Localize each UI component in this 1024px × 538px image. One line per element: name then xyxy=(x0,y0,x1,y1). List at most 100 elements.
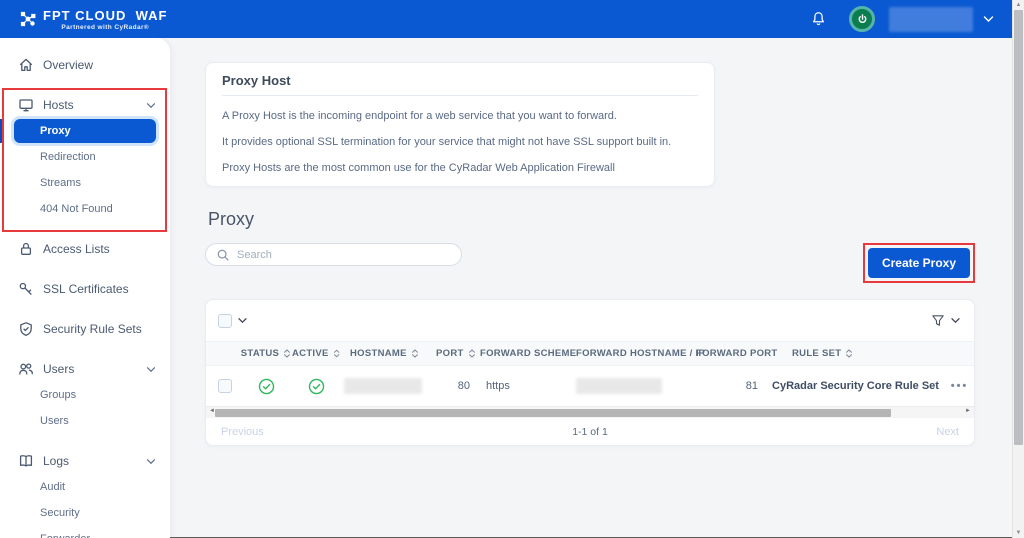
sidebar-item-ssl-certificates[interactable]: SSL Certificates xyxy=(0,276,170,302)
sidebar-item-overview[interactable]: Overview xyxy=(0,52,170,78)
next-page-button[interactable]: Next xyxy=(936,425,959,438)
scroll-right-arrow-icon[interactable]: ► xyxy=(965,408,971,414)
column-header-status[interactable]: STATUS xyxy=(240,348,292,359)
sidebar-item-label: Proxy xyxy=(40,125,71,137)
sidebar-item-security-rule-sets[interactable]: Security Rule Sets xyxy=(0,316,170,342)
create-proxy-button[interactable]: Create Proxy xyxy=(867,248,970,278)
search-icon xyxy=(216,248,230,262)
port-cell: 80 xyxy=(457,380,470,392)
table-row[interactable]: 80 https 81 CyRadar Security Core Rule S… xyxy=(206,366,974,406)
search-input[interactable] xyxy=(237,248,437,261)
column-header-forward-hostname[interactable]: FORWARD HOSTNAME / IP xyxy=(568,348,705,359)
sidebar-item-404-not-found[interactable]: 404 Not Found xyxy=(0,196,170,222)
page-vertical-scrollbar[interactable]: ▲ ▼ xyxy=(1012,0,1024,538)
sidebar-item-security-log[interactable]: Security xyxy=(0,500,170,526)
lock-icon xyxy=(18,241,34,257)
chevron-down-icon[interactable] xyxy=(146,102,156,109)
info-card-line: It provides optional SSL termination for… xyxy=(222,136,672,148)
top-header: FPT CLOUD WAF Partnered with CyRadar® xyxy=(0,0,1012,38)
active-item-indicator xyxy=(0,119,4,143)
pagination-bar: Previous 1-1 of 1 Next xyxy=(206,418,974,445)
shield-check-icon xyxy=(18,321,34,337)
user-name-redacted[interactable] xyxy=(889,6,973,32)
column-header-hostname[interactable]: HOSTNAME xyxy=(340,348,436,359)
sidebar-item-forwarder[interactable]: Forwarder xyxy=(0,526,170,538)
sidebar-item-label: Users xyxy=(40,415,69,427)
table-toolbar xyxy=(206,300,974,341)
page-title: Proxy xyxy=(208,209,255,229)
sidebar-item-label: Redirection xyxy=(40,151,96,163)
sort-icon xyxy=(333,349,340,358)
user-menu-chevron-down-icon[interactable] xyxy=(983,15,994,23)
sidebar-item-label: Access Lists xyxy=(43,242,110,256)
proxy-host-info-card: Proxy Host A Proxy Host is the incoming … xyxy=(205,62,715,187)
sidebar-item-label: SSL Certificates xyxy=(43,282,129,296)
info-card-line: Proxy Hosts are the most common use for … xyxy=(222,162,615,174)
sort-icon xyxy=(468,349,475,358)
select-all-checkbox[interactable] xyxy=(218,313,232,328)
users-icon xyxy=(18,361,34,377)
horizontal-scroll-thumb[interactable] xyxy=(215,408,891,417)
scroll-left-arrow-icon[interactable]: ◄ xyxy=(209,408,215,414)
sidebar-item-redirection[interactable]: Redirection xyxy=(0,144,170,170)
chevron-down-icon[interactable] xyxy=(146,366,156,373)
vertical-scroll-thumb[interactable] xyxy=(1014,10,1023,445)
sidebar-item-label: Security Rule Sets xyxy=(43,322,142,336)
annotation-box-create-proxy: Create Proxy xyxy=(862,243,975,283)
table-header-row: STATUS ACTIVE HOSTNAME PORT FORWARD SCHE… xyxy=(206,341,974,366)
sidebar-item-label: 404 Not Found xyxy=(40,203,113,215)
sidebar-item-label: Overview xyxy=(43,58,94,72)
column-header-rule-set[interactable]: RULE SET xyxy=(768,348,943,359)
column-header-forward-scheme[interactable]: FORWARD SCHEME xyxy=(480,348,576,359)
status-enabled-icon xyxy=(240,378,292,395)
brand-title: FPT CLOUD WAF xyxy=(43,7,168,23)
sort-icon xyxy=(411,349,418,358)
sidebar-item-users[interactable]: Users xyxy=(0,356,170,382)
sort-icon xyxy=(846,349,853,358)
sidebar-item-label: Hosts xyxy=(43,98,74,112)
active-enabled-icon xyxy=(292,378,340,395)
main-content: Proxy Host A Proxy Host is the incoming … xyxy=(170,38,1012,538)
sidebar-item-label: Logs xyxy=(43,454,70,468)
scroll-up-arrow-icon[interactable]: ▲ xyxy=(1015,2,1022,8)
sort-icon xyxy=(284,349,291,358)
key-icon xyxy=(18,281,34,297)
proxy-table-card: STATUS ACTIVE HOSTNAME PORT FORWARD SCHE… xyxy=(205,299,975,446)
column-header-active[interactable]: ACTIVE xyxy=(292,348,340,359)
sidebar-item-logs[interactable]: Logs xyxy=(0,448,170,474)
column-header-port[interactable]: PORT xyxy=(436,348,480,359)
row-checkbox[interactable] xyxy=(218,379,232,393)
sidebar-nav: Overview Hosts Proxy Redirection Streams… xyxy=(0,38,170,538)
sidebar-item-audit[interactable]: Audit xyxy=(0,474,170,500)
sidebar-item-label: Forwarder xyxy=(40,533,90,538)
sidebar-item-proxy[interactable]: Proxy xyxy=(14,119,156,143)
user-avatar[interactable] xyxy=(849,6,875,32)
sidebar-item-access-lists[interactable]: Access Lists xyxy=(0,236,170,262)
sidebar-item-label: Groups xyxy=(40,389,77,401)
row-actions-ellipsis-icon[interactable]: ••• xyxy=(950,380,969,392)
chevron-down-icon[interactable] xyxy=(146,458,156,465)
notifications-bell-icon[interactable] xyxy=(810,10,827,28)
network-logo-icon xyxy=(20,11,37,28)
sidebar-item-users-sub[interactable]: Users xyxy=(0,408,170,434)
info-card-title: Proxy Host xyxy=(222,73,698,96)
sidebar-item-label: Security xyxy=(40,507,80,519)
hosts-monitor-icon xyxy=(18,97,34,113)
scroll-down-arrow-icon[interactable]: ▼ xyxy=(1015,530,1022,536)
search-box[interactable] xyxy=(205,243,462,266)
select-menu-chevron-down-icon[interactable] xyxy=(238,317,247,324)
filter-chevron-down-icon[interactable] xyxy=(951,317,960,324)
sidebar-item-hosts[interactable]: Hosts xyxy=(0,92,170,118)
table-horizontal-scrollbar[interactable]: ◄ ► xyxy=(206,406,974,418)
logs-book-icon xyxy=(18,453,34,469)
previous-page-button[interactable]: Previous xyxy=(221,425,264,438)
sidebar-item-groups[interactable]: Groups xyxy=(0,382,170,408)
column-header-forward-port[interactable]: FORWARD PORT xyxy=(688,348,777,359)
forward-port-cell: 81 xyxy=(745,380,758,392)
rule-set-cell: CyRadar Security Core Rule Set xyxy=(772,380,939,392)
info-card-line: A Proxy Host is the incoming endpoint fo… xyxy=(222,110,617,122)
home-icon xyxy=(18,57,34,73)
filter-funnel-icon[interactable] xyxy=(930,313,946,328)
sidebar-item-streams[interactable]: Streams xyxy=(0,170,170,196)
